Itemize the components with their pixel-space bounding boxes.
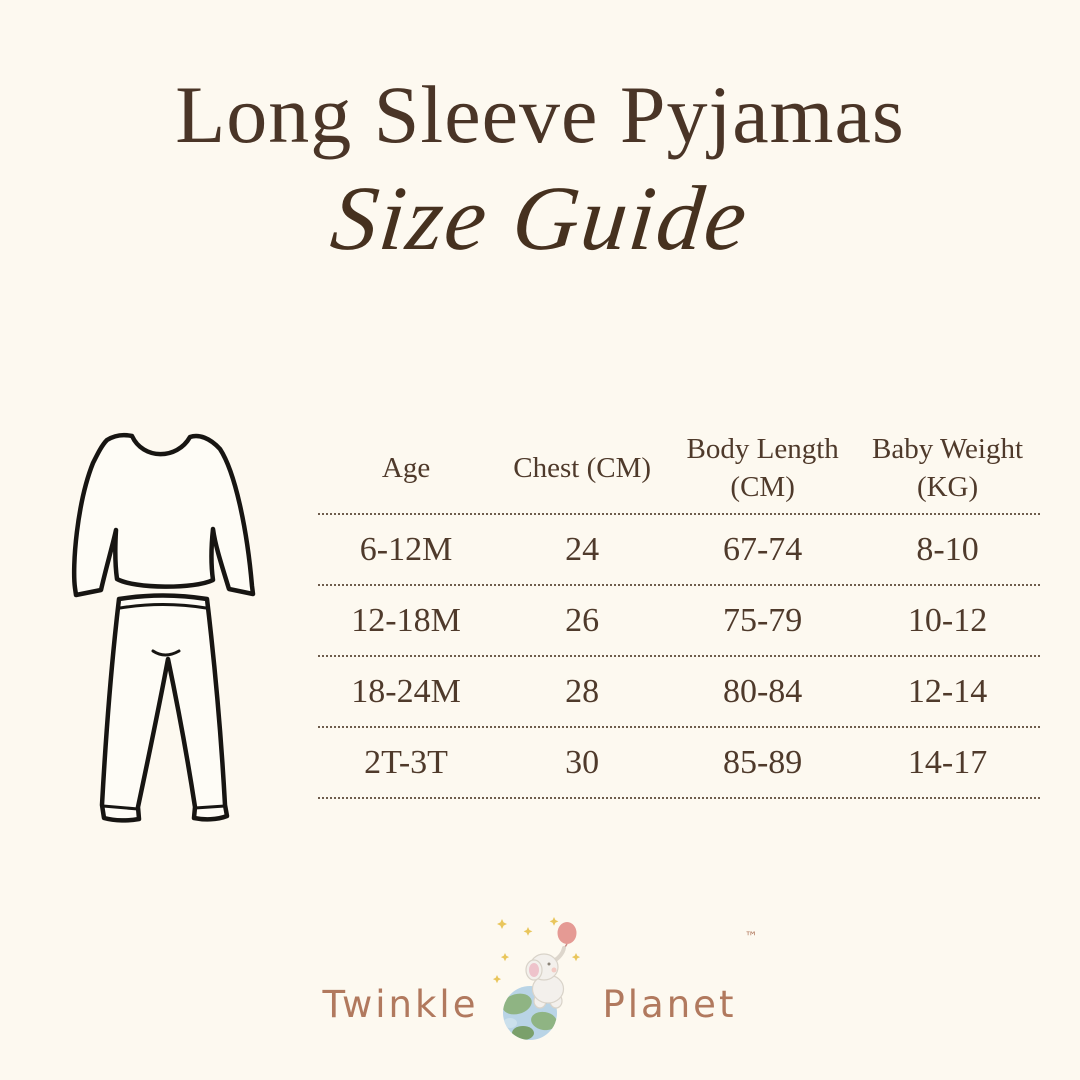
cell-chest: 28 xyxy=(565,672,600,710)
page-title: Long Sleeve Pyjamas xyxy=(175,69,905,160)
cell-chest: 30 xyxy=(565,743,600,781)
elephant-icon xyxy=(525,946,567,1009)
cell-age: 6-12M xyxy=(359,530,453,568)
page-subtitle: Size Guide xyxy=(326,167,754,270)
size-table: Age Chest (CM) Body Length (CM) Baby Wei… xyxy=(318,424,1040,799)
brand-logo: Twinkle xyxy=(0,902,1080,1047)
column-header-label: Body Length xyxy=(686,432,839,465)
column-header-body-length: Body Length (CM) xyxy=(670,431,855,506)
cell-age: 18-24M xyxy=(351,672,461,710)
brand-word-planet: Planet xyxy=(602,983,737,1026)
cell-baby-weight: 8-10 xyxy=(916,530,979,568)
cell-body-length: 85-89 xyxy=(722,743,803,781)
balloon-icon xyxy=(557,922,577,956)
pants-right-cuff-line xyxy=(193,804,227,810)
elephant-on-globe-icon xyxy=(493,917,581,1040)
column-header-label: Baby Weight xyxy=(872,432,1024,465)
cell-baby-weight: 12-14 xyxy=(907,672,988,710)
column-header-label: Chest (CM) xyxy=(513,451,652,484)
stars-icon xyxy=(493,917,581,984)
table-row: 18-24M 28 80-84 12-14 xyxy=(318,657,1040,728)
cell-age: 2T-3T xyxy=(364,743,448,781)
size-table-header-row: Age Chest (CM) Body Length (CM) Baby Wei… xyxy=(318,424,1040,515)
table-row: 12-18M 26 75-79 10-12 xyxy=(318,586,1040,657)
cell-baby-weight: 10-12 xyxy=(907,601,988,639)
column-header-age: Age xyxy=(318,450,494,488)
column-header-unit: (CM) xyxy=(730,470,795,503)
table-row: 2T-3T 30 85-89 14-17 xyxy=(318,728,1040,799)
pants-left-cuff-line xyxy=(101,804,140,811)
pyjamas-line-drawing-icon xyxy=(71,432,256,823)
pants-crotch-line xyxy=(151,649,181,657)
cell-age: 12-18M xyxy=(351,601,461,639)
column-header-chest: Chest (CM) xyxy=(494,450,670,488)
trademark-symbol: ™ xyxy=(744,930,758,945)
cell-body-length: 75-79 xyxy=(722,601,803,639)
brand-word-twinkle: Twinkle xyxy=(322,983,479,1026)
title-block: Long Sleeve Pyjamas Size Guide xyxy=(0,69,1080,270)
pants-waistband-line xyxy=(118,603,208,610)
cell-chest: 26 xyxy=(565,601,600,639)
cell-body-length: 67-74 xyxy=(722,530,803,568)
table-row: 6-12M 24 67-74 8-10 xyxy=(318,515,1040,586)
column-header-label: Age xyxy=(381,451,431,484)
pyjamas-illustration xyxy=(60,408,300,838)
pyjama-pants-outline xyxy=(99,593,230,823)
column-header-baby-weight: Baby Weight (KG) xyxy=(855,431,1040,506)
column-header-unit: (KG) xyxy=(916,470,979,503)
pyjama-top-outline xyxy=(71,432,256,598)
cell-body-length: 80-84 xyxy=(722,672,803,710)
cell-baby-weight: 14-17 xyxy=(907,743,988,781)
cell-chest: 24 xyxy=(565,530,600,568)
